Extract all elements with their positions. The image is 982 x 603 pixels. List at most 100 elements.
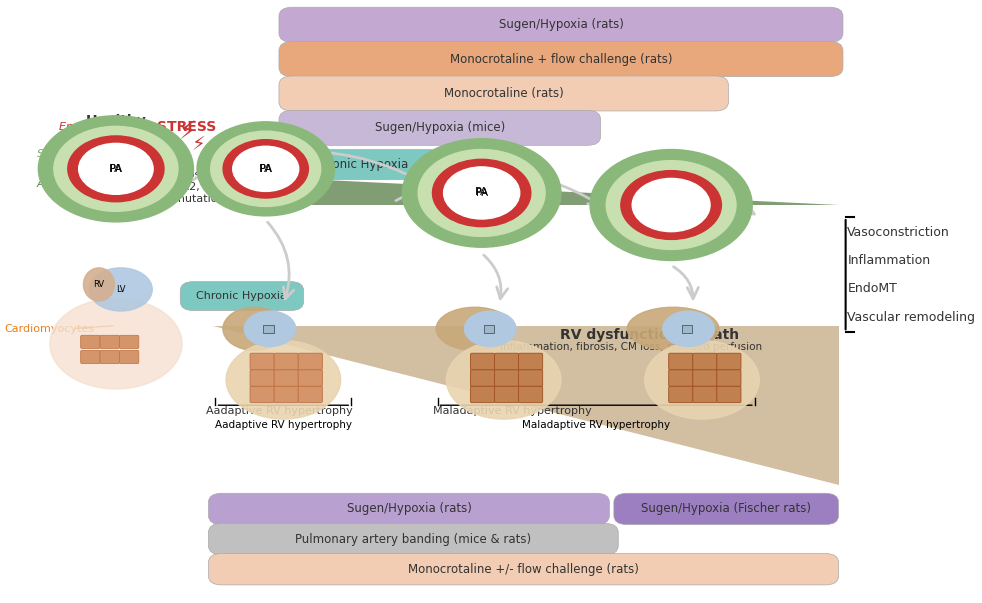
FancyBboxPatch shape [495,386,518,403]
FancyBboxPatch shape [279,42,843,77]
FancyBboxPatch shape [669,386,693,403]
Text: Vasoconstriction: Vasoconstriction [847,226,951,239]
FancyBboxPatch shape [614,493,839,525]
FancyBboxPatch shape [717,370,741,386]
FancyBboxPatch shape [208,554,839,585]
FancyBboxPatch shape [279,76,729,111]
Text: Sugen/Hypoxia (rats): Sugen/Hypoxia (rats) [347,502,471,516]
FancyBboxPatch shape [518,353,543,370]
Text: Sugen/Hypoxia (rats): Sugen/Hypoxia (rats) [499,18,624,31]
FancyBboxPatch shape [250,386,274,403]
Polygon shape [213,326,839,485]
FancyBboxPatch shape [299,370,322,386]
Circle shape [211,131,321,206]
Text: PA: PA [475,187,488,197]
FancyBboxPatch shape [100,335,120,349]
FancyBboxPatch shape [518,370,543,386]
Ellipse shape [627,308,719,350]
FancyBboxPatch shape [692,370,717,386]
Text: Monocrotaline (rats): Monocrotaline (rats) [444,87,564,100]
FancyBboxPatch shape [669,370,693,386]
Circle shape [38,116,193,222]
Text: Aadaptive RV hypertrophy: Aadaptive RV hypertrophy [215,420,352,431]
FancyBboxPatch shape [81,350,100,364]
Text: EndoMT: EndoMT [847,282,898,295]
Text: Monocrotaline +/- flow challenge (rats): Monocrotaline +/- flow challenge (rats) [409,563,639,576]
Circle shape [245,311,296,346]
FancyBboxPatch shape [81,335,100,349]
FancyBboxPatch shape [669,353,693,370]
FancyBboxPatch shape [274,370,299,386]
Polygon shape [284,178,839,205]
Text: Vascular remodeling: Vascular remodeling [847,311,975,324]
FancyBboxPatch shape [682,325,692,333]
Text: Monocrotaline + flow challenge (rats): Monocrotaline + flow challenge (rats) [450,52,673,66]
Text: Predisposing Factors
(BMPR2, KCKN3 ...
mutations): Predisposing Factors (BMPR2, KCKN3 ... m… [147,170,261,204]
Circle shape [223,140,308,198]
Text: Cardiomyocytes: Cardiomyocytes [5,324,95,333]
Circle shape [447,341,561,419]
Text: Endothelial cells: Endothelial cells [59,122,149,131]
FancyBboxPatch shape [250,370,274,386]
Circle shape [233,147,299,191]
FancyBboxPatch shape [274,386,299,403]
FancyBboxPatch shape [692,353,717,370]
FancyBboxPatch shape [120,335,138,349]
Circle shape [89,268,152,311]
Circle shape [444,167,519,219]
Circle shape [54,127,178,211]
FancyBboxPatch shape [470,353,495,370]
Ellipse shape [436,308,514,350]
Text: Chronic Hypoxia: Chronic Hypoxia [312,158,409,171]
FancyBboxPatch shape [263,325,274,333]
Circle shape [464,311,516,346]
FancyBboxPatch shape [250,353,274,370]
Text: Chronic Hypoxia: Chronic Hypoxia [196,291,288,301]
Text: ⚡: ⚡ [179,121,196,145]
FancyBboxPatch shape [208,523,619,555]
FancyBboxPatch shape [518,386,543,403]
FancyBboxPatch shape [274,353,299,370]
FancyBboxPatch shape [495,370,518,386]
Circle shape [68,136,164,202]
Text: Sugen/Hypoxia (mice): Sugen/Hypoxia (mice) [375,121,505,134]
Text: LV: LV [116,285,126,294]
Text: PA: PA [259,164,273,174]
Circle shape [590,150,752,260]
FancyBboxPatch shape [299,353,322,370]
Text: PA: PA [259,164,272,174]
Text: Inflammation: Inflammation [847,254,931,267]
FancyBboxPatch shape [181,282,303,311]
Circle shape [645,341,759,419]
FancyBboxPatch shape [470,386,495,403]
Circle shape [432,159,531,227]
Ellipse shape [223,308,286,350]
FancyBboxPatch shape [470,370,495,386]
Circle shape [50,298,182,389]
Circle shape [621,171,722,239]
FancyBboxPatch shape [717,353,741,370]
Text: RV dysfunction - death: RV dysfunction - death [560,327,738,342]
Text: PA: PA [475,188,488,198]
FancyBboxPatch shape [279,7,843,42]
Circle shape [663,311,714,346]
FancyBboxPatch shape [299,386,322,403]
Text: Adventitial fibroblasts: Adventitial fibroblasts [36,179,159,189]
FancyBboxPatch shape [692,386,717,403]
Circle shape [418,150,545,236]
Circle shape [403,139,561,247]
Text: PA: PA [110,164,122,174]
FancyBboxPatch shape [100,350,120,364]
Circle shape [632,178,710,232]
Text: Maladaptive RV hypertrophy: Maladaptive RV hypertrophy [522,420,671,431]
Text: ⚡: ⚡ [191,135,204,154]
Circle shape [226,341,341,419]
FancyBboxPatch shape [208,493,610,525]
FancyBboxPatch shape [120,350,138,364]
Text: Maladaptive RV hypertrophy: Maladaptive RV hypertrophy [433,406,592,416]
FancyBboxPatch shape [279,150,442,180]
Text: Pulmonary artery banding (mice & rats): Pulmonary artery banding (mice & rats) [296,532,531,546]
Circle shape [606,160,736,250]
FancyBboxPatch shape [717,386,741,403]
Circle shape [197,122,335,216]
